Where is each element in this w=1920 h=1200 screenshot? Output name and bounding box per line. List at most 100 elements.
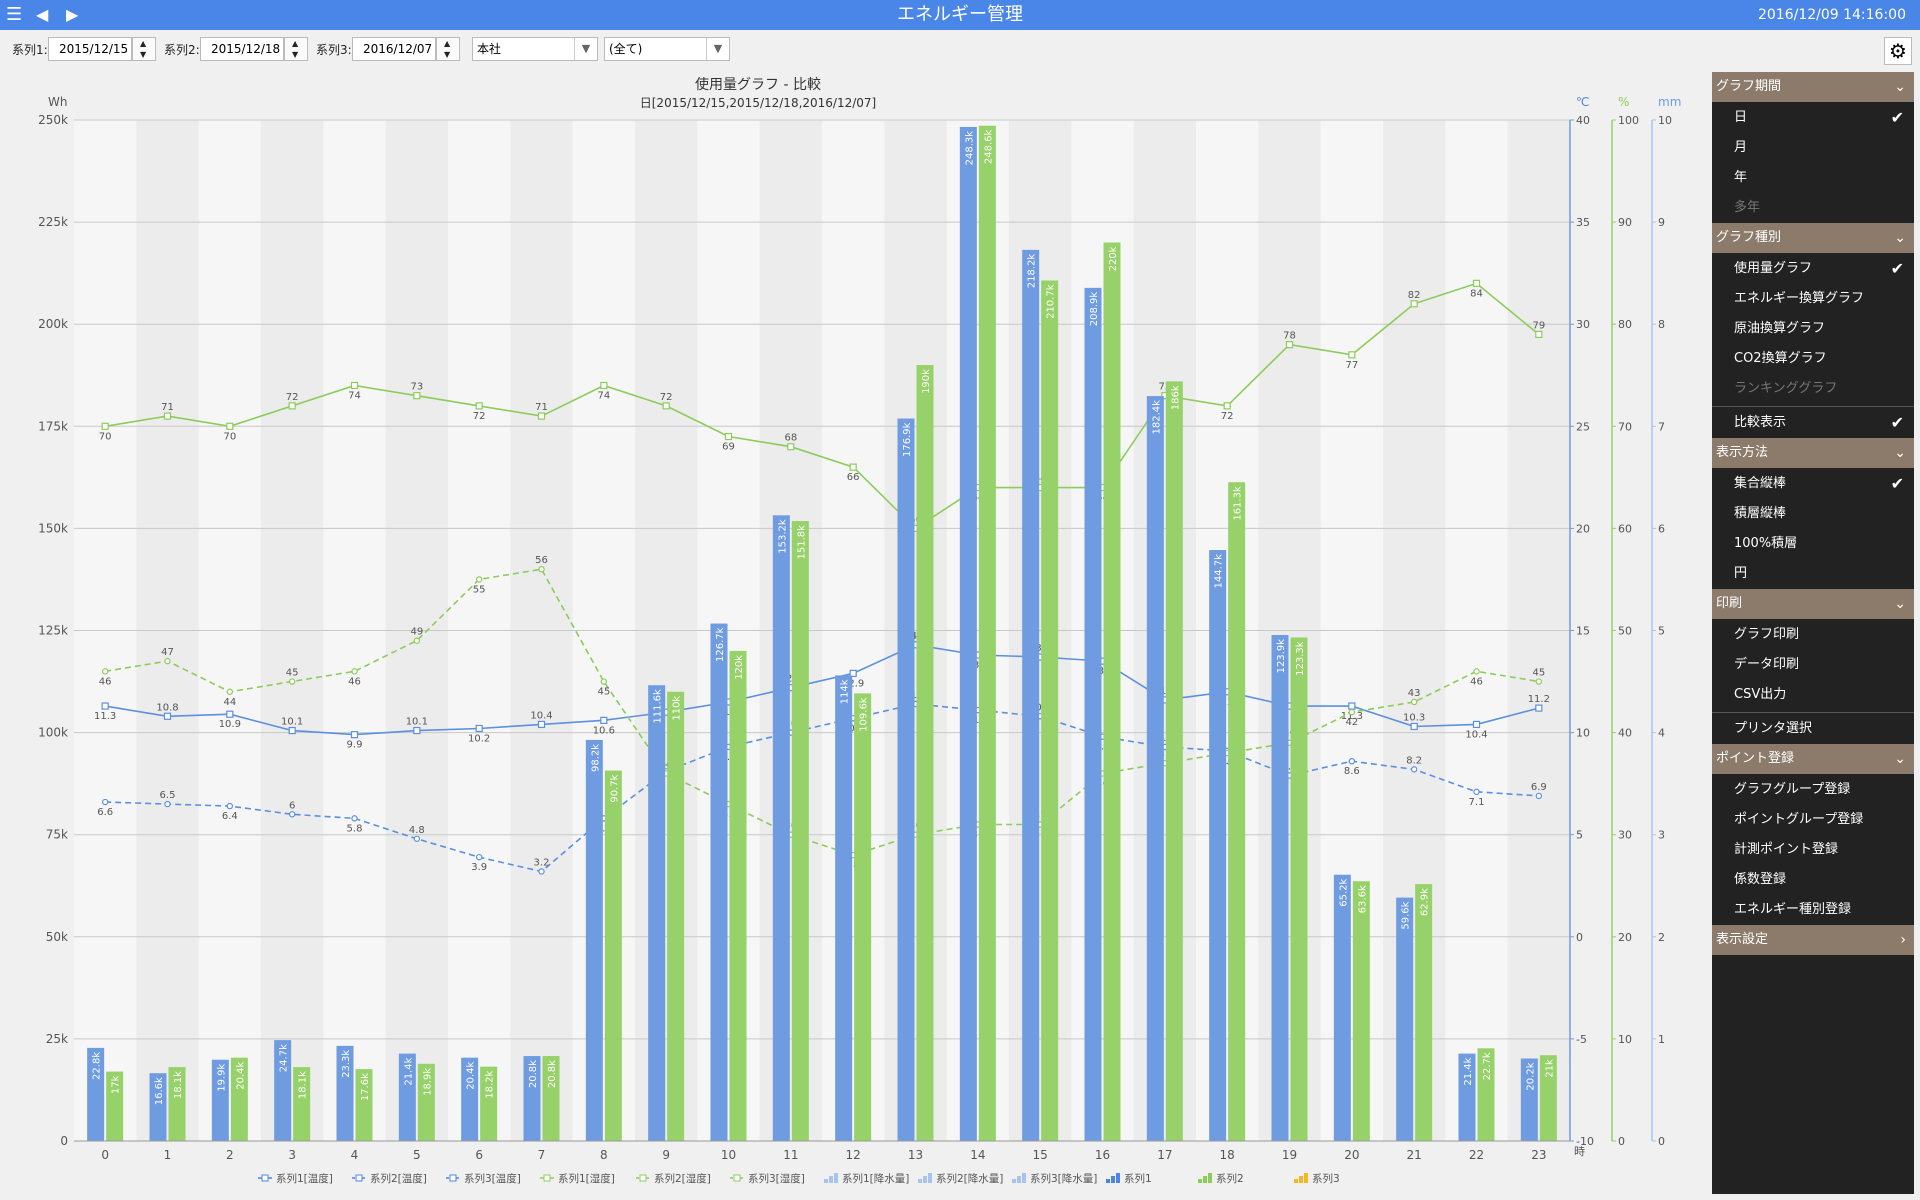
- next-arrow-icon[interactable]: ▶: [66, 5, 79, 24]
- sidebar-item[interactable]: ポイントグループ登録: [1712, 805, 1914, 835]
- bar: [168, 1067, 186, 1141]
- line-point-label: 11.3: [1341, 711, 1363, 722]
- sidebar-item: ランキンググラフ: [1712, 374, 1914, 404]
- bar-label: 20.2k: [1525, 1062, 1536, 1090]
- sidebar-item[interactable]: 使用量グラフ ✔: [1712, 254, 1914, 284]
- category-select[interactable]: (全て) ▼: [604, 37, 730, 61]
- sidebar-section-label: グラフ種別: [1716, 230, 1782, 245]
- sidebar-item[interactable]: グラフグループ登録: [1712, 775, 1914, 805]
- series1-date-stepper[interactable]: ▲ ▼: [132, 37, 156, 61]
- sidebar-item[interactable]: 集合縦棒 ✔: [1712, 469, 1914, 499]
- legend-label[interactable]: 系列3[湿度]: [748, 1172, 805, 1185]
- legend-label[interactable]: 系列1[降水量]: [842, 1172, 909, 1185]
- x-tick-label: 22: [1469, 1148, 1484, 1162]
- sidebar-item[interactable]: グラフ印刷: [1712, 620, 1914, 650]
- legend-label[interactable]: 系列1: [1124, 1172, 1152, 1185]
- right-axis-tick-label: 20: [1576, 522, 1590, 535]
- legend-label[interactable]: 系列1[湿度]: [558, 1172, 615, 1185]
- legend-label[interactable]: 系列3[降水量]: [1030, 1172, 1097, 1185]
- line-point-label: 6.6: [97, 807, 113, 818]
- sidebar-section-label: 表示方法: [1716, 445, 1769, 460]
- line-point-label: 44: [223, 697, 236, 708]
- y-tick-label: 125k: [38, 624, 68, 638]
- line-point: [413, 726, 421, 735]
- line-point-label: 56: [535, 555, 548, 566]
- series3-date-stepper[interactable]: ▲ ▼: [436, 37, 460, 61]
- line-point-label: 82: [1408, 290, 1421, 301]
- line-point-label: 42: [1345, 717, 1358, 728]
- right-axis-tick-label: 5: [1658, 625, 1665, 638]
- legend-label[interactable]: 系列2[降水量]: [936, 1172, 1003, 1185]
- title-bar: ☰ ◀ ▶ エネルギー管理 2016/12/09 14:16:00: [0, 0, 1920, 30]
- sidebar-section-header[interactable]: グラフ種別 ⌄: [1712, 223, 1914, 253]
- x-axis-label: 時: [1574, 1145, 1585, 1158]
- series2-date-stepper[interactable]: ▲ ▼: [284, 37, 308, 61]
- series3-date-input[interactable]: 2016/12/07: [352, 37, 436, 61]
- bar: [230, 1057, 248, 1141]
- line-point-label: 74: [348, 390, 361, 401]
- series1-date-input[interactable]: 2015/12/15: [48, 37, 132, 61]
- sidebar-item[interactable]: 計測ポイント登録: [1712, 835, 1914, 865]
- bar: [1103, 242, 1121, 1141]
- line-point-label: 46: [348, 676, 361, 687]
- sidebar-item[interactable]: CSV出力: [1712, 680, 1914, 710]
- legend-label[interactable]: 系列2[温度]: [370, 1172, 427, 1185]
- sidebar-item[interactable]: データ印刷: [1712, 650, 1914, 680]
- bar: [1146, 396, 1164, 1142]
- sidebar-item-label: 原油換算グラフ: [1734, 321, 1826, 336]
- x-tick-label: 2: [226, 1148, 234, 1162]
- sidebar-item[interactable]: エネルギー換算グラフ: [1712, 284, 1914, 314]
- sidebar-separator: [1712, 712, 1914, 713]
- gear-icon[interactable]: ⚙: [1884, 37, 1912, 65]
- sidebar-item[interactable]: 月: [1712, 133, 1914, 163]
- legend-label[interactable]: 系列1[温度]: [276, 1172, 333, 1185]
- sidebar-item[interactable]: 100%積層: [1712, 529, 1914, 559]
- sidebar-toggle[interactable]: プリンタ選択: [1712, 714, 1914, 744]
- bar-label: 20.4k: [235, 1061, 246, 1089]
- bar: [959, 126, 977, 1141]
- sidebar-item[interactable]: 原油換算グラフ: [1712, 314, 1914, 344]
- legend-label[interactable]: 系列3[温度]: [464, 1172, 521, 1185]
- sidebar-section-header[interactable]: 表示設定 ›: [1712, 925, 1914, 955]
- line-point: [164, 800, 171, 808]
- legend-label[interactable]: 系列2: [1216, 1172, 1244, 1185]
- bar: [916, 365, 934, 1141]
- clock: 2016/12/09 14:16:00: [1757, 7, 1906, 23]
- bar-label: 21.4k: [1463, 1057, 1474, 1085]
- line-point-label: 7.1: [1469, 797, 1485, 808]
- location-select[interactable]: 本社 ▼: [472, 37, 598, 61]
- y-axis-label: Wh: [48, 95, 67, 109]
- sidebar-separator: [1712, 406, 1914, 407]
- sidebar-item-label: エネルギー種別登録: [1734, 902, 1852, 917]
- sidebar-item[interactable]: 年: [1712, 163, 1914, 193]
- sidebar-item-label: ランキンググラフ: [1734, 381, 1838, 396]
- sidebar-section-header[interactable]: 表示方法 ⌄: [1712, 438, 1914, 468]
- line-point-label: 10.4: [1465, 729, 1487, 740]
- sidebar-section-header[interactable]: 印刷 ⌄: [1712, 589, 1914, 619]
- prev-arrow-icon[interactable]: ◀: [36, 5, 49, 24]
- hamburger-icon[interactable]: ☰: [6, 4, 23, 25]
- sidebar-item[interactable]: エネルギー種別登録: [1712, 895, 1914, 925]
- bar-label: 59.6k: [1401, 901, 1412, 929]
- series2-date-input[interactable]: 2015/12/18: [200, 37, 284, 61]
- legend-label[interactable]: 系列2[湿度]: [654, 1172, 711, 1185]
- sidebar-toggle[interactable]: 比較表示 ✔: [1712, 408, 1914, 438]
- legend-label[interactable]: 系列3: [1312, 1172, 1340, 1185]
- line-point: [724, 432, 733, 441]
- sidebar-item[interactable]: 積層縦棒: [1712, 499, 1914, 529]
- bar-label: 123.9k: [1276, 639, 1287, 674]
- sidebar-section-header[interactable]: ポイント登録 ⌄: [1712, 744, 1914, 774]
- right-axis-tick-label: 10: [1618, 1033, 1632, 1046]
- bar-label: 17.6k: [360, 1073, 371, 1101]
- sidebar-item[interactable]: 円: [1712, 559, 1914, 589]
- chevron-down-icon: ▼: [706, 38, 729, 60]
- bar: [897, 418, 915, 1141]
- line-point-label: 39: [1283, 729, 1296, 740]
- sidebar-item[interactable]: CO2換算グラフ: [1712, 344, 1914, 374]
- line-point-label: 12.2: [780, 674, 802, 685]
- sidebar-item[interactable]: 日 ✔: [1712, 103, 1914, 133]
- line-point-label: 11.5: [717, 707, 739, 718]
- sidebar-item[interactable]: 係数登録: [1712, 865, 1914, 895]
- bar-label: 220k: [1108, 246, 1119, 271]
- sidebar-section-header[interactable]: グラフ期間 ⌄: [1712, 72, 1914, 102]
